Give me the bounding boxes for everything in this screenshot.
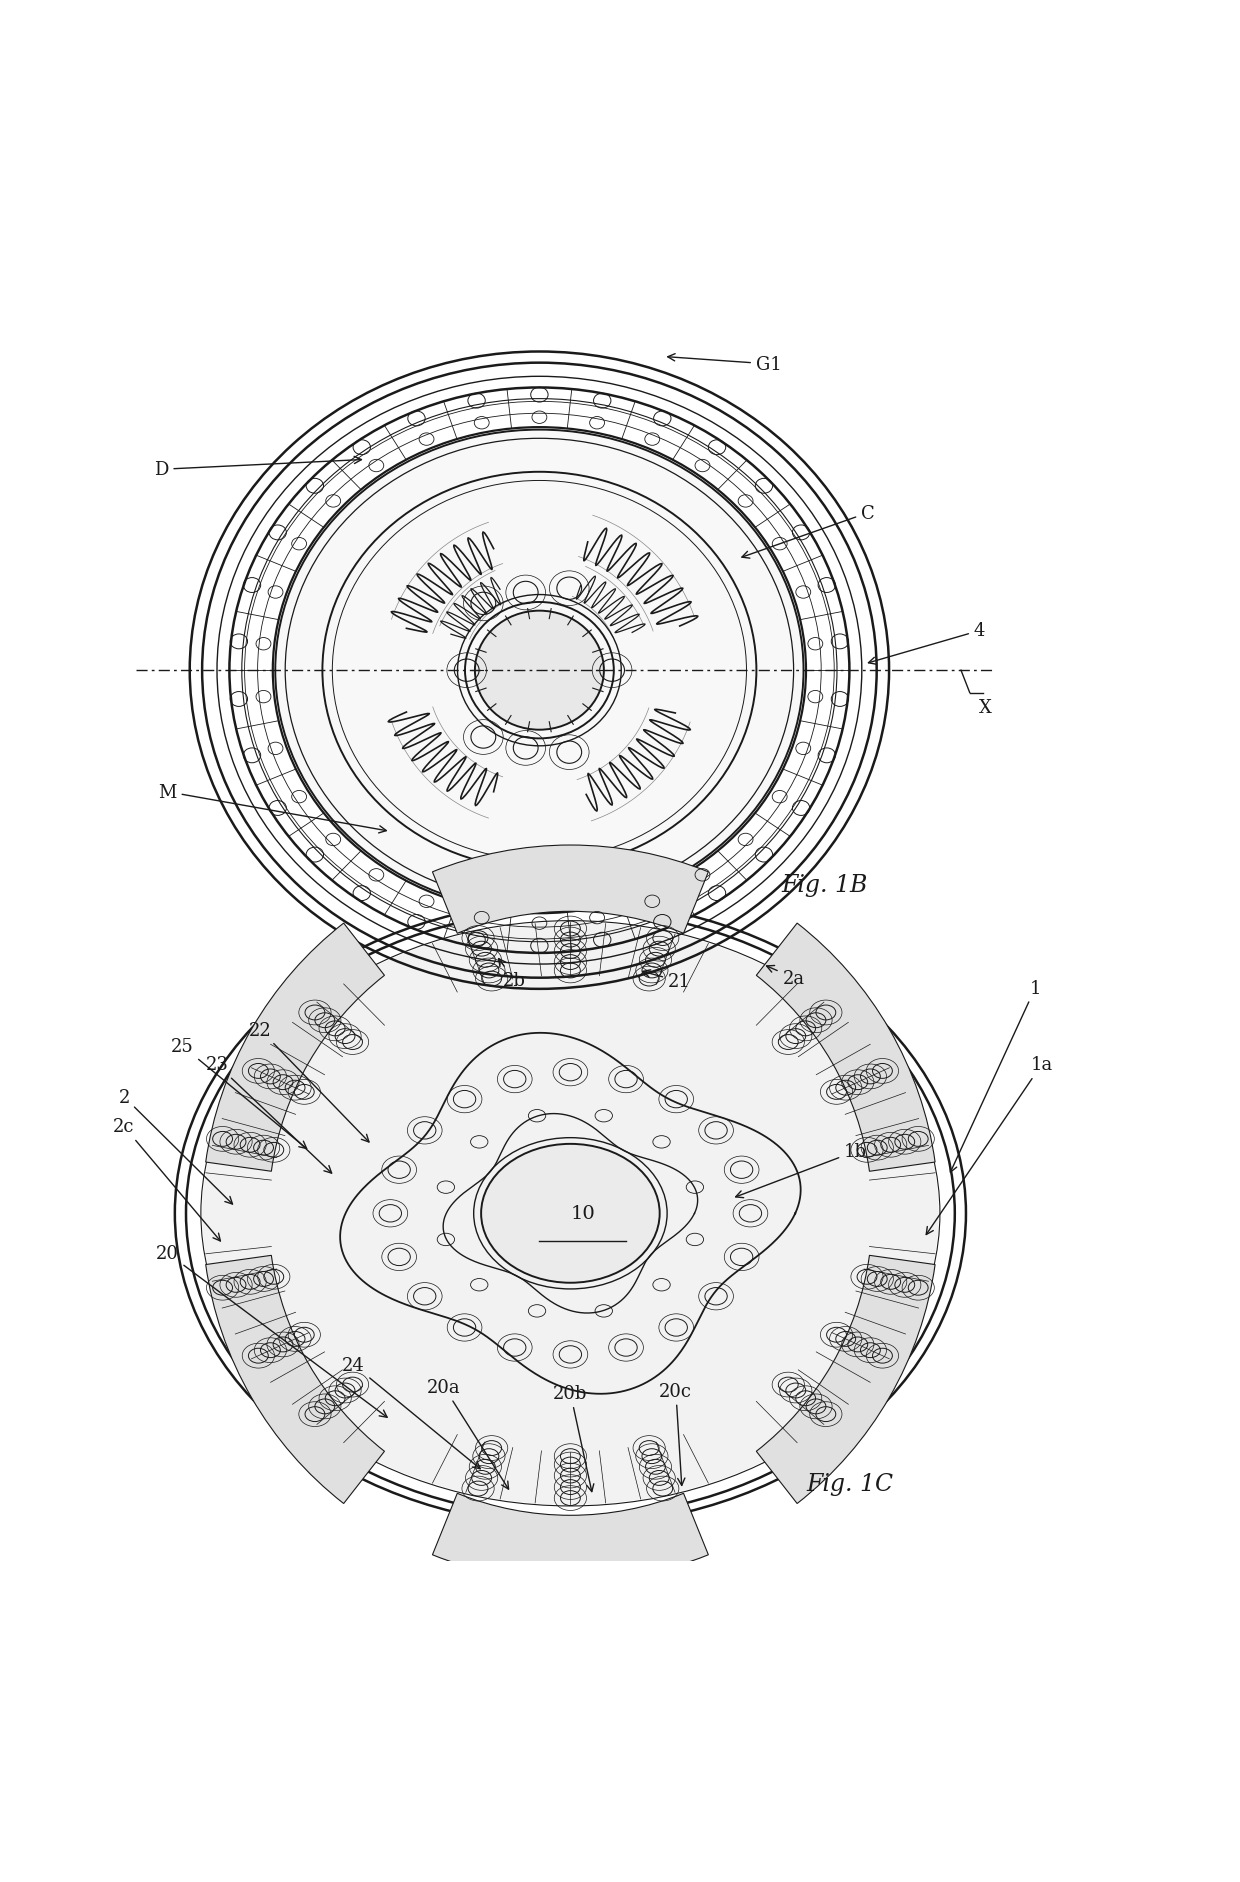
- Text: G1: G1: [667, 354, 781, 375]
- Wedge shape: [206, 1255, 384, 1504]
- Text: 2: 2: [118, 1088, 233, 1204]
- Text: D: D: [154, 457, 362, 480]
- Text: 20a: 20a: [427, 1378, 508, 1489]
- Ellipse shape: [202, 922, 939, 1506]
- Text: C: C: [742, 504, 875, 559]
- Wedge shape: [206, 924, 384, 1172]
- Wedge shape: [433, 845, 708, 933]
- Text: 1a: 1a: [926, 1056, 1053, 1235]
- Text: 23: 23: [206, 1056, 331, 1174]
- Text: 10: 10: [570, 1204, 595, 1223]
- Text: 1b: 1b: [735, 1142, 867, 1199]
- Ellipse shape: [481, 1144, 660, 1284]
- Text: 24: 24: [342, 1355, 480, 1470]
- Wedge shape: [756, 924, 935, 1172]
- Text: 2b: 2b: [498, 960, 526, 990]
- Text: 2c: 2c: [113, 1118, 221, 1242]
- Wedge shape: [756, 1255, 935, 1504]
- Text: 20: 20: [156, 1244, 387, 1417]
- Text: 21: 21: [642, 971, 691, 992]
- Text: 25: 25: [171, 1037, 306, 1148]
- Text: 22: 22: [249, 1022, 370, 1142]
- Ellipse shape: [275, 431, 804, 911]
- Text: M: M: [159, 783, 387, 834]
- Text: 20c: 20c: [660, 1381, 692, 1485]
- Text: Fig. 1C: Fig. 1C: [806, 1472, 893, 1496]
- Text: Fig. 1B: Fig. 1B: [781, 873, 868, 896]
- Text: X: X: [980, 698, 992, 717]
- Ellipse shape: [475, 612, 604, 730]
- Wedge shape: [433, 1494, 708, 1581]
- Text: 2a: 2a: [766, 965, 805, 988]
- Text: 4: 4: [868, 623, 986, 664]
- Text: 20b: 20b: [553, 1385, 594, 1492]
- Text: 1: 1: [950, 979, 1042, 1172]
